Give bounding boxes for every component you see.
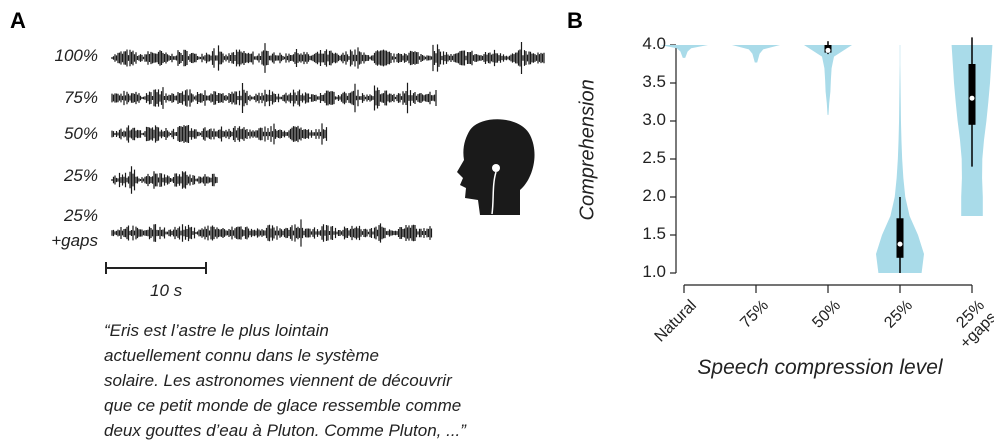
panel-label: A — [10, 8, 26, 34]
quote-line: que ce petit monde de glace ressemble co… — [104, 393, 466, 418]
y-tick-label: 1.5 — [626, 224, 666, 244]
waveform-label: 25% +gaps — [51, 203, 98, 253]
median — [970, 96, 975, 101]
waveform — [112, 166, 217, 194]
violin — [660, 45, 708, 58]
median — [898, 242, 903, 247]
quote-line: “Eris est l’astre le plus lointain — [104, 318, 466, 343]
y-tick-label: 1.0 — [626, 262, 666, 282]
quote-line: actuellement connu dans le système — [104, 343, 466, 368]
y-tick-label: 2.5 — [626, 148, 666, 168]
head-icon — [457, 119, 535, 215]
y-tick-label: 4.0 — [626, 34, 666, 54]
waveform-label: 25% — [64, 163, 98, 188]
box — [897, 218, 904, 258]
waveform — [112, 83, 436, 113]
scale-bar-label: 10 s — [150, 278, 182, 303]
waveform-label: 50% — [64, 121, 98, 146]
scale-bar — [106, 262, 206, 274]
waveform — [112, 219, 432, 246]
y-tick-label: 2.0 — [626, 186, 666, 206]
waveform — [112, 123, 327, 144]
median — [826, 48, 831, 53]
panel-label: B — [567, 8, 583, 34]
page: {"panel_a": {"label": "A", "waveform_lab… — [0, 0, 994, 448]
violin — [804, 45, 852, 115]
waveform-label: 75% — [64, 85, 98, 110]
y-tick-label: 3.5 — [626, 72, 666, 92]
quote-line: solaire. Les astronomes viennent de déco… — [104, 368, 466, 393]
waveform — [112, 42, 544, 74]
box — [969, 64, 976, 125]
violin — [732, 45, 780, 62]
quote-line: deux gouttes d’eau à Pluton. Comme Pluto… — [104, 418, 466, 443]
y-tick-label: 3.0 — [626, 110, 666, 130]
waveform-label: 100% — [55, 43, 98, 68]
y-axis-label: Comprehension — [576, 101, 601, 221]
